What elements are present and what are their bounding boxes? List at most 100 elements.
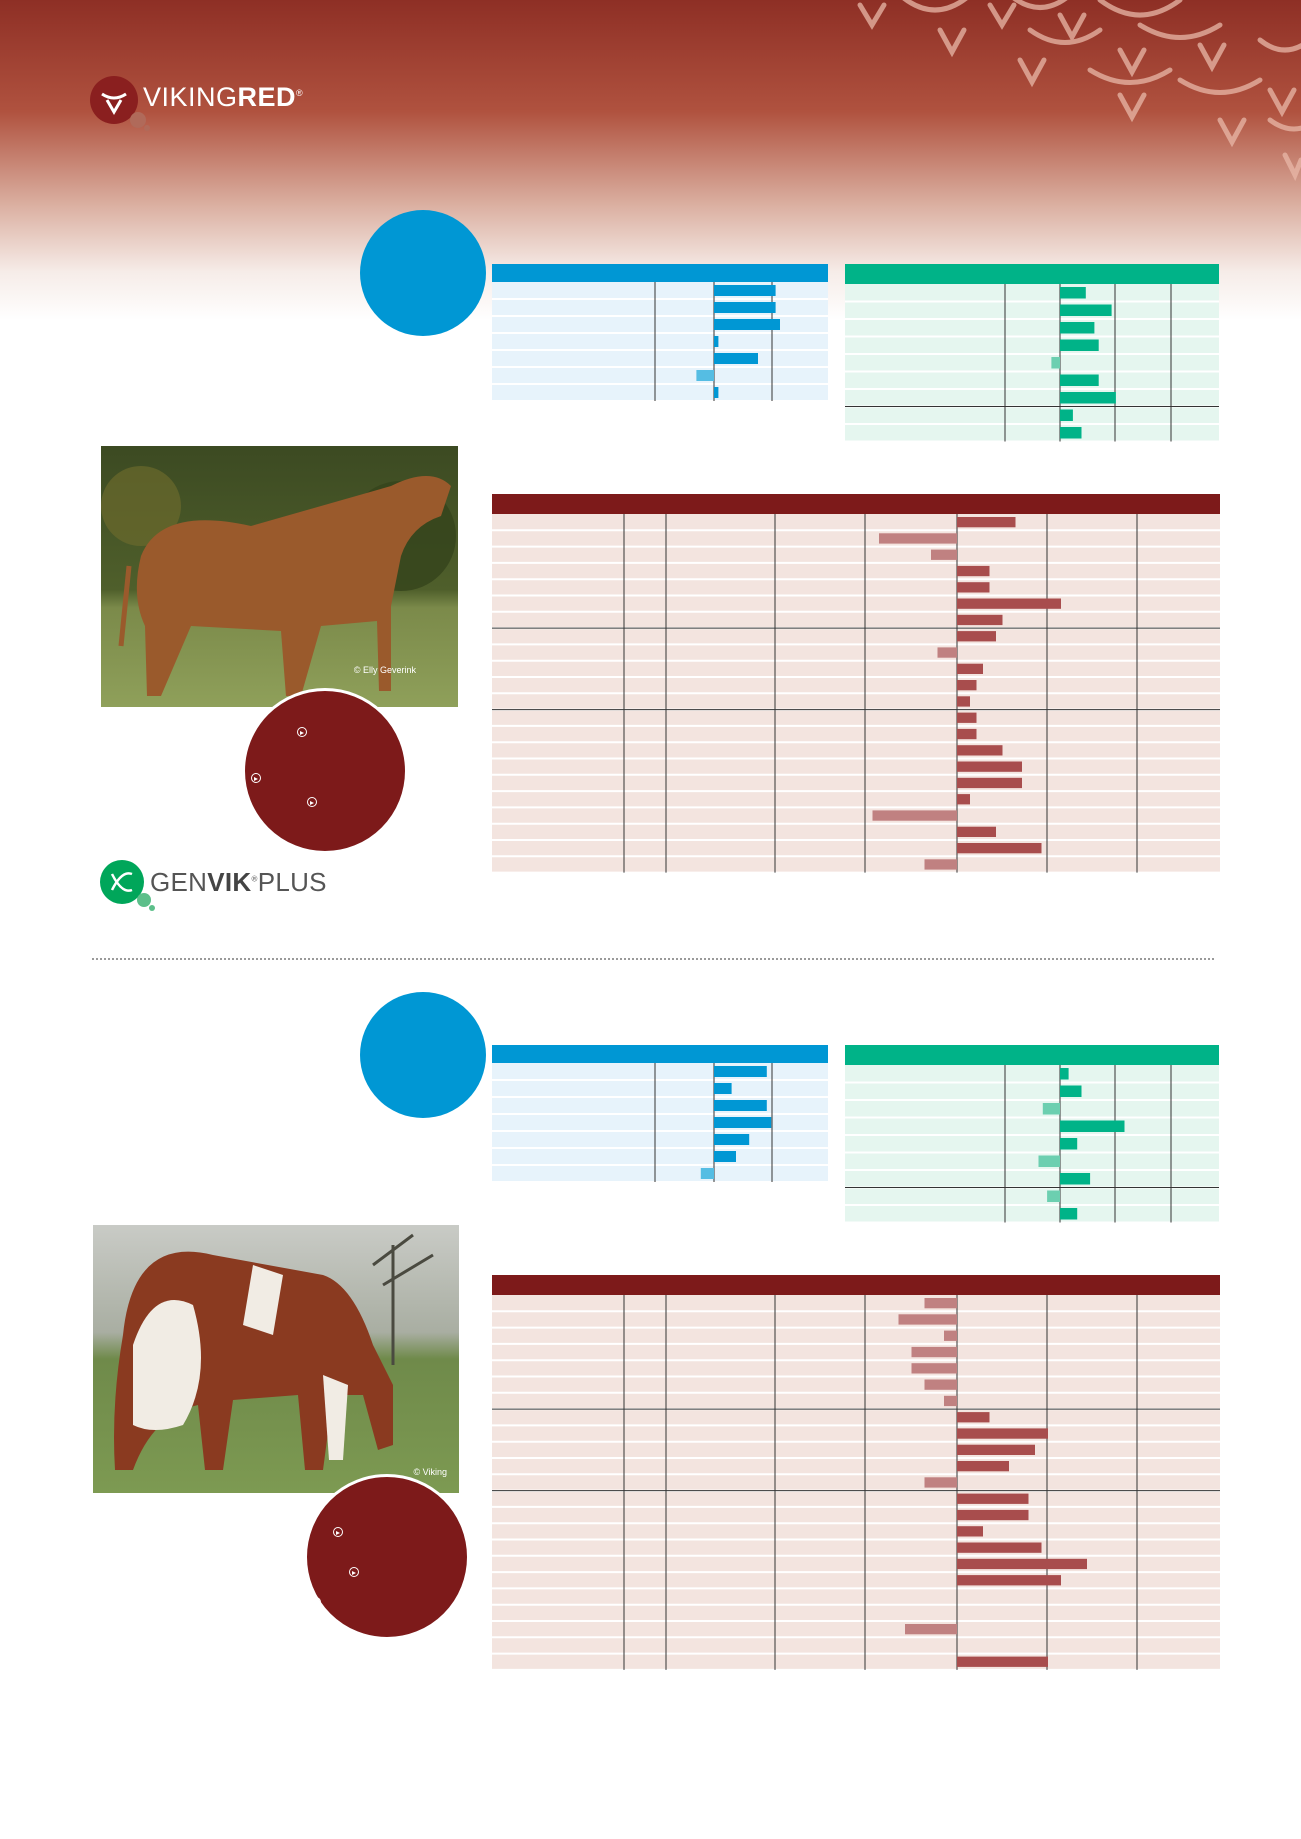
bar-21 <box>905 1624 957 1635</box>
bar-19 <box>872 810 957 821</box>
arrow-icon <box>333 1527 343 1537</box>
bar-18 <box>957 794 970 805</box>
brand-name: VIKINGRED® <box>143 82 304 112</box>
bar-2 <box>1060 1085 1082 1097</box>
vikingred-logo <box>90 76 150 131</box>
bar-16 <box>957 1542 1042 1553</box>
bar-5 <box>1060 1138 1078 1150</box>
bull1-red-badge <box>242 688 408 854</box>
bar-2 <box>714 302 776 313</box>
bar-6 <box>714 1151 736 1162</box>
bar-9 <box>957 1428 1048 1439</box>
bar-6 <box>957 598 1061 609</box>
arrow-icon <box>297 727 307 737</box>
bar-3 <box>714 319 780 330</box>
bar-7 <box>957 614 1003 626</box>
section-divider <box>92 958 1214 960</box>
bull1-green-chart <box>845 264 1219 443</box>
photo1-credit: © Elly Geverink <box>353 665 416 675</box>
genvik-logo <box>100 860 155 911</box>
bar-13 <box>957 712 977 723</box>
bar-2 <box>714 1083 732 1094</box>
bull2-green-chart <box>845 1045 1219 1224</box>
bar-16 <box>957 761 1022 772</box>
bull1-blue-badge <box>360 210 486 336</box>
bar-4 <box>714 336 719 347</box>
bar-14 <box>957 728 977 740</box>
arrow-icon <box>311 1597 321 1607</box>
bar-4 <box>911 1346 957 1358</box>
bar-12 <box>957 696 970 707</box>
bar-11 <box>957 1461 1009 1472</box>
bar-7 <box>700 1168 714 1179</box>
bar-12 <box>924 1477 957 1488</box>
bar-14 <box>957 1509 1029 1521</box>
bar-1 <box>1060 1068 1069 1080</box>
bar-10 <box>957 663 983 674</box>
bar-15 <box>957 1526 983 1537</box>
bull2-blue-chart <box>492 1045 828 1183</box>
bar-5 <box>714 353 758 364</box>
bar-1 <box>924 1298 957 1309</box>
bar-2 <box>1060 304 1112 316</box>
bar-3 <box>714 1100 767 1111</box>
bar-1 <box>714 285 776 296</box>
bull2-red-badge <box>304 1474 470 1640</box>
bar-7 <box>714 387 719 398</box>
bar-6 <box>696 370 714 381</box>
bar-23 <box>957 1656 1048 1667</box>
bar-2 <box>898 1314 957 1325</box>
bar-4 <box>1060 1120 1125 1132</box>
bar-5 <box>714 1134 750 1145</box>
bar-8 <box>957 1412 990 1423</box>
arrow-icon <box>349 1567 359 1577</box>
bull2-blue-badge <box>360 992 486 1118</box>
bar-7 <box>944 1395 957 1407</box>
chart-header <box>492 494 1220 514</box>
chart-header <box>492 1275 1220 1295</box>
bull2-red-chart <box>492 1275 1220 1671</box>
bar-9 <box>937 647 957 658</box>
bar-17 <box>957 777 1022 789</box>
bar-22 <box>924 859 957 870</box>
chart-header <box>492 1045 828 1063</box>
bar-3 <box>1060 322 1095 334</box>
bar-21 <box>957 843 1042 854</box>
bull1-red-chart <box>492 494 1220 874</box>
bar-8 <box>1047 1190 1060 1202</box>
bull1-blue-chart <box>492 264 828 402</box>
arrow-icon <box>307 797 317 807</box>
bar-1 <box>714 1066 767 1077</box>
bar-15 <box>957 745 1003 756</box>
bar-4 <box>714 1117 772 1128</box>
bar-8 <box>1060 409 1073 421</box>
bull2-daughter-photo: © Viking <box>93 1225 459 1493</box>
bar-10 <box>957 1444 1035 1455</box>
bar-4 <box>1060 339 1099 351</box>
bar-3 <box>944 1330 957 1341</box>
bar-4 <box>957 565 990 577</box>
arrow-icon <box>251 773 261 783</box>
bar-1 <box>957 517 1016 528</box>
bar-11 <box>957 680 977 691</box>
bar-5 <box>957 582 990 593</box>
bar-7 <box>1060 1173 1091 1185</box>
bar-6 <box>924 1379 957 1390</box>
bar-13 <box>957 1493 1029 1504</box>
bar-1 <box>1060 287 1086 299</box>
bar-20 <box>957 826 996 837</box>
bar-9 <box>1060 427 1082 439</box>
chart-header <box>845 1045 1219 1065</box>
bull1-daughter-photo: © Elly Geverink <box>101 446 458 707</box>
chart-header <box>492 264 828 282</box>
bar-5 <box>1051 357 1060 369</box>
chart-header <box>845 264 1219 284</box>
bar-17 <box>957 1558 1087 1570</box>
bar-8 <box>957 631 996 642</box>
bar-6 <box>1060 374 1099 386</box>
bar-2 <box>879 533 957 544</box>
header-pattern <box>857 0 1301 182</box>
bar-5 <box>911 1363 957 1374</box>
bar-3 <box>931 549 957 560</box>
photo2-credit: © Viking <box>413 1467 447 1477</box>
